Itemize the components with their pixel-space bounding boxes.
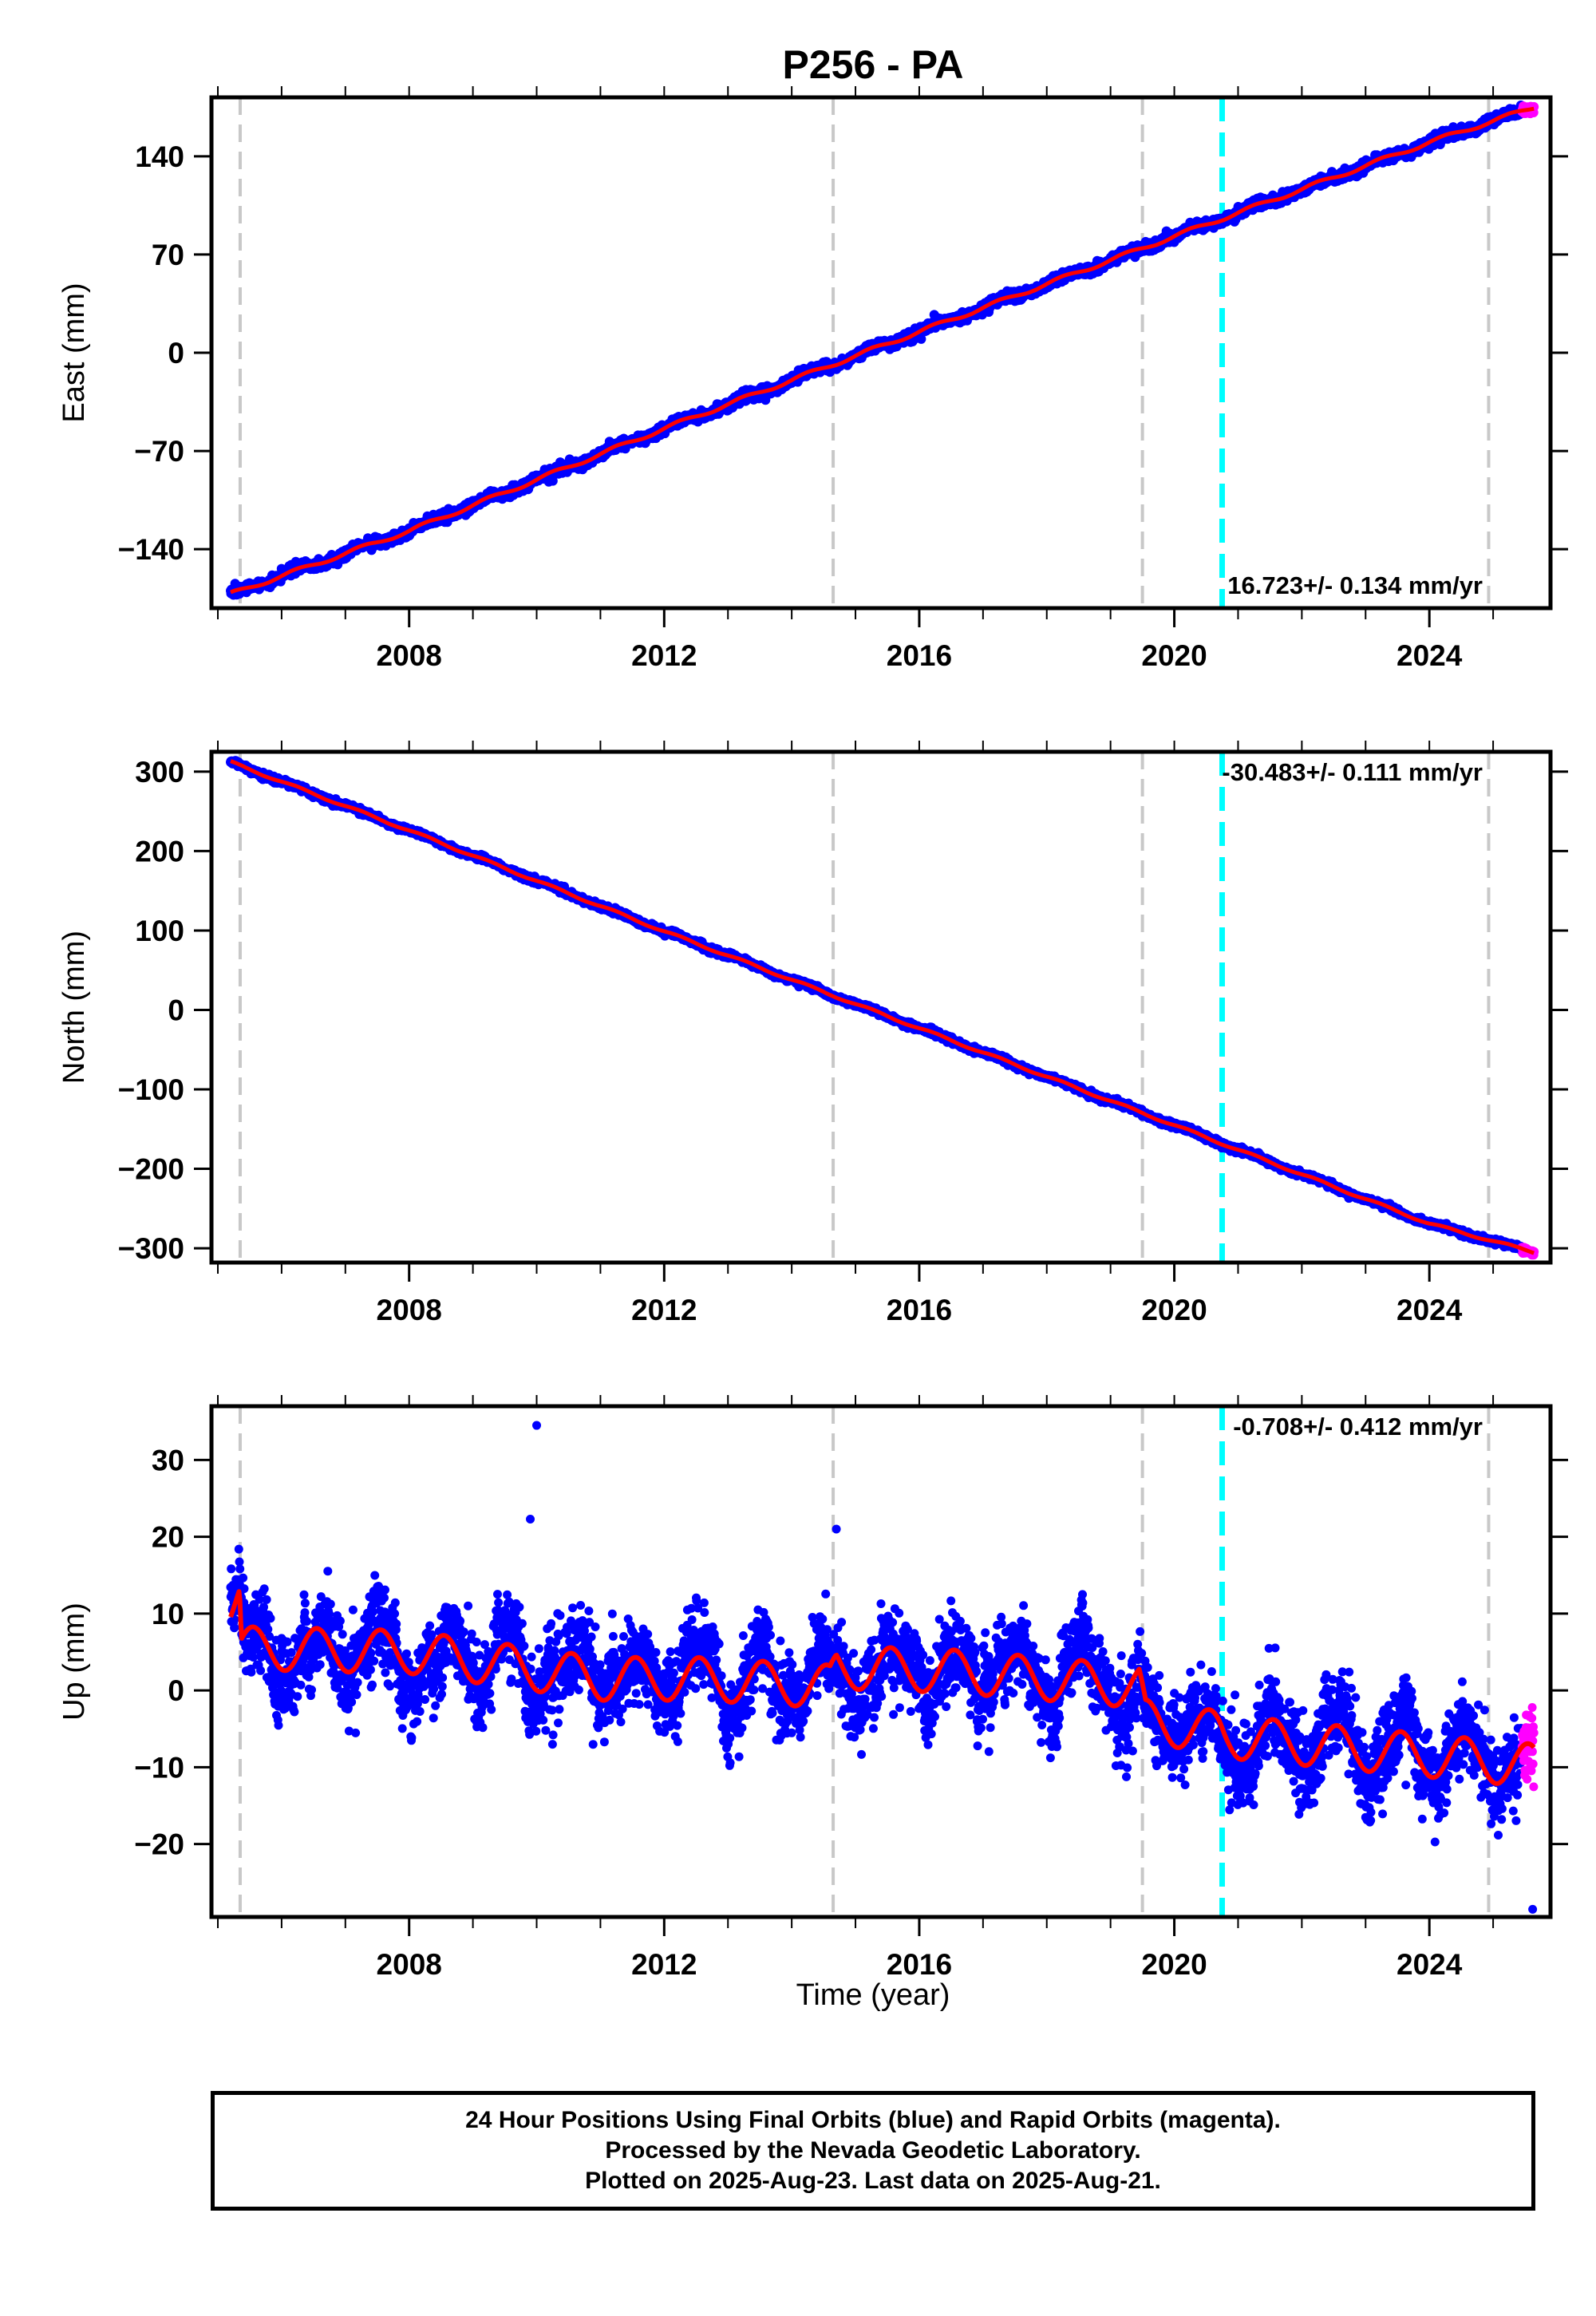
y-tick-label: 0 [168,337,184,370]
y-tick-label: −70 [134,435,184,468]
north-panel: 2008 2012 2016 2020 2024−300−200−10001002003… [57,741,1568,1326]
data-points [226,756,1527,1256]
x-tick-label: 2016 [887,639,952,672]
y-tick-label: −140 [118,533,184,566]
velocity-rate-label: 16.723+/- 0.134 mm/yr [1227,571,1483,599]
x-tick-label: 2008 [377,639,442,672]
plot-area [226,97,1539,608]
x-tick-label: 2024 [1396,639,1463,672]
east-panel: 2008 2012 2016 2020 2024 −140 −70 0 70 140 East (m… [57,86,1568,672]
final-orbit-point [916,334,926,344]
x-tick-label: 2020 [1141,639,1207,672]
x-tick-label: 2012 [631,639,697,672]
y-axis-title: East (mm) [57,283,91,422]
y-tick-label: 140 [135,140,184,173]
plot-area [226,752,1539,1263]
y-tick-label: 70 [152,239,184,271]
figure-title: P256 - PA [783,42,964,87]
